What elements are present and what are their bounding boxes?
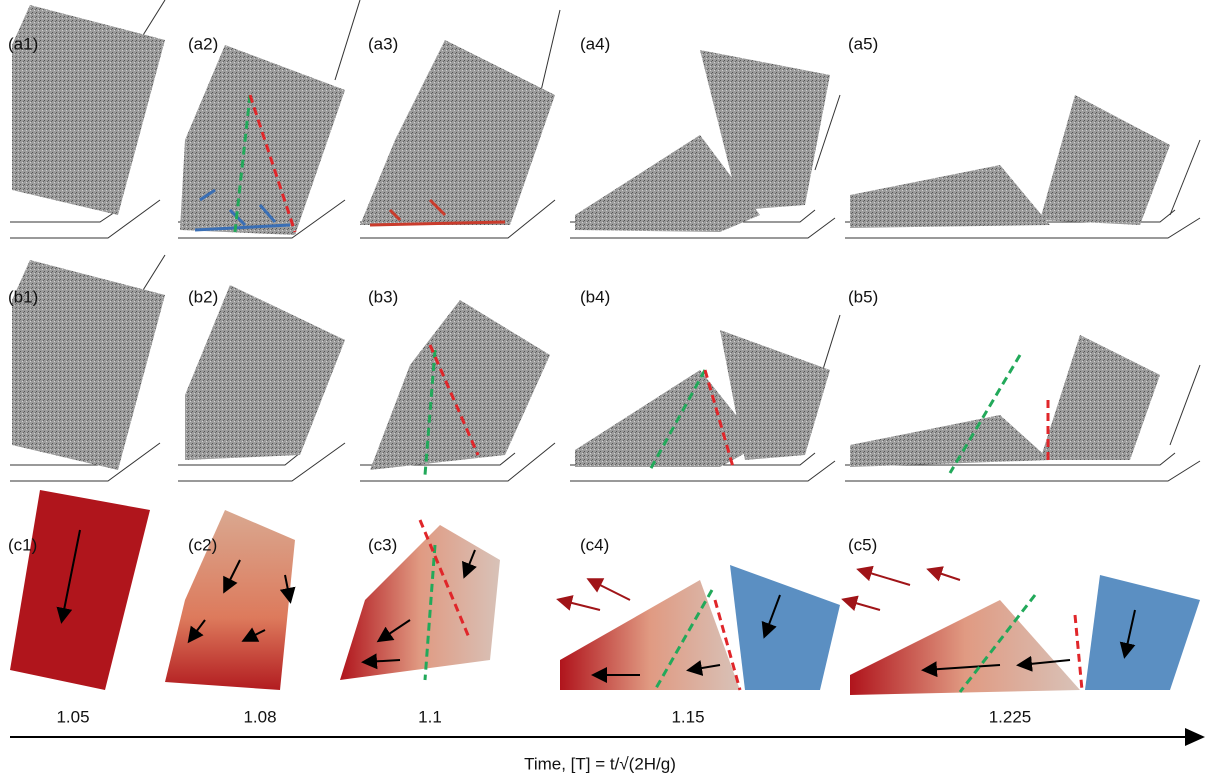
figure: (a1) (a2) (a3) (a4) (a5) (b1) (b2) (b3) (b4) (b5)… (0, 0, 1207, 782)
time-label: 1.225 (989, 707, 1032, 726)
panel-label: (c5) (848, 535, 877, 554)
panel-label: (c2) (188, 535, 217, 554)
row-c (10, 490, 1200, 695)
panel-label: (a5) (848, 34, 878, 53)
panel-label: (c1) (8, 535, 37, 554)
panel-label: (b4) (580, 287, 610, 306)
time-label: 1.1 (418, 707, 442, 726)
panel-label: (b3) (368, 287, 398, 306)
time-label: 1.05 (56, 707, 89, 726)
panel-label: (a4) (580, 34, 610, 53)
time-label: 1.15 (671, 707, 704, 726)
panel-label: (a3) (368, 34, 398, 53)
time-label: 1.08 (243, 707, 276, 726)
arrow-head (1185, 728, 1205, 746)
panel-label: (c4) (580, 535, 609, 554)
panel-label: (a1) (8, 34, 38, 53)
axis-label: Time, [T] = t/√(2H/g) (524, 754, 676, 773)
panel-label: (b1) (8, 287, 38, 306)
panel-label: (b2) (188, 287, 218, 306)
panel-label: (a2) (188, 34, 218, 53)
panel-label: (c3) (368, 535, 397, 554)
panel-label: (b5) (848, 287, 878, 306)
